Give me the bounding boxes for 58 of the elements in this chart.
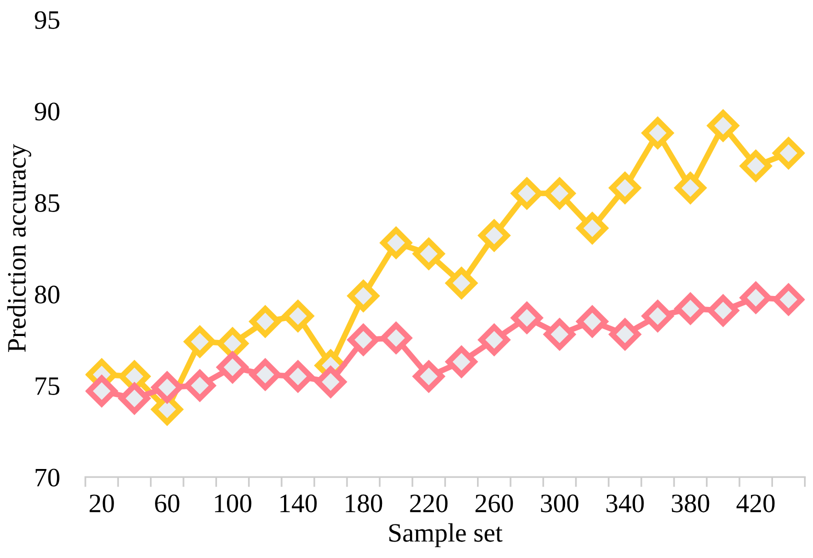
point	[348, 324, 379, 356]
point	[446, 268, 478, 299]
y-axis-title: Prediction accuracy	[7, 144, 32, 352]
x-tick-label: 300	[541, 494, 578, 512]
x-tick-label: 340	[606, 494, 644, 512]
point	[708, 294, 739, 326]
point	[315, 366, 346, 398]
point	[674, 293, 706, 324]
point	[250, 359, 281, 390]
x-axis-title: Sample set	[389, 523, 502, 548]
point	[380, 227, 412, 258]
point	[380, 322, 412, 354]
point	[413, 238, 444, 270]
point	[511, 178, 542, 209]
point	[184, 326, 216, 358]
point	[544, 178, 576, 209]
point	[152, 372, 183, 403]
point	[772, 138, 804, 169]
point	[772, 284, 804, 316]
point	[446, 346, 478, 378]
x-tick-label: 140	[280, 494, 317, 512]
x-tick-label: 180	[346, 494, 382, 512]
x-tick-label: 220	[410, 494, 448, 512]
point	[642, 300, 674, 332]
y-tick-label: 85	[34, 194, 60, 212]
point	[86, 376, 118, 407]
point	[282, 360, 314, 392]
y-tick-label: 90	[34, 102, 60, 120]
x-tick-label: 260	[476, 494, 513, 512]
x-tick-label: 20	[90, 494, 114, 512]
point	[740, 282, 772, 314]
point	[544, 318, 576, 350]
point	[118, 382, 150, 414]
x-tick-label: 420	[736, 494, 775, 512]
x-tick-label: 60	[155, 494, 180, 512]
point	[478, 220, 510, 252]
point	[674, 172, 706, 204]
point	[609, 172, 641, 204]
point	[576, 212, 608, 244]
point	[282, 300, 314, 332]
point	[511, 302, 542, 334]
y-tick-label: 70	[36, 468, 60, 487]
point	[642, 117, 674, 149]
point	[740, 150, 772, 182]
point	[216, 352, 248, 383]
y-tick-label: 80	[34, 286, 60, 304]
point	[609, 318, 641, 350]
point	[413, 360, 444, 392]
x-tick-label: 380	[672, 494, 710, 512]
y-tick-label: 95	[34, 11, 60, 29]
point	[708, 110, 739, 142]
x-tick-label: 100	[215, 494, 252, 512]
y-tick-label: 75	[36, 377, 60, 395]
point	[348, 280, 379, 312]
point	[478, 324, 510, 356]
point	[250, 306, 281, 338]
point	[184, 370, 216, 402]
point	[576, 306, 608, 338]
